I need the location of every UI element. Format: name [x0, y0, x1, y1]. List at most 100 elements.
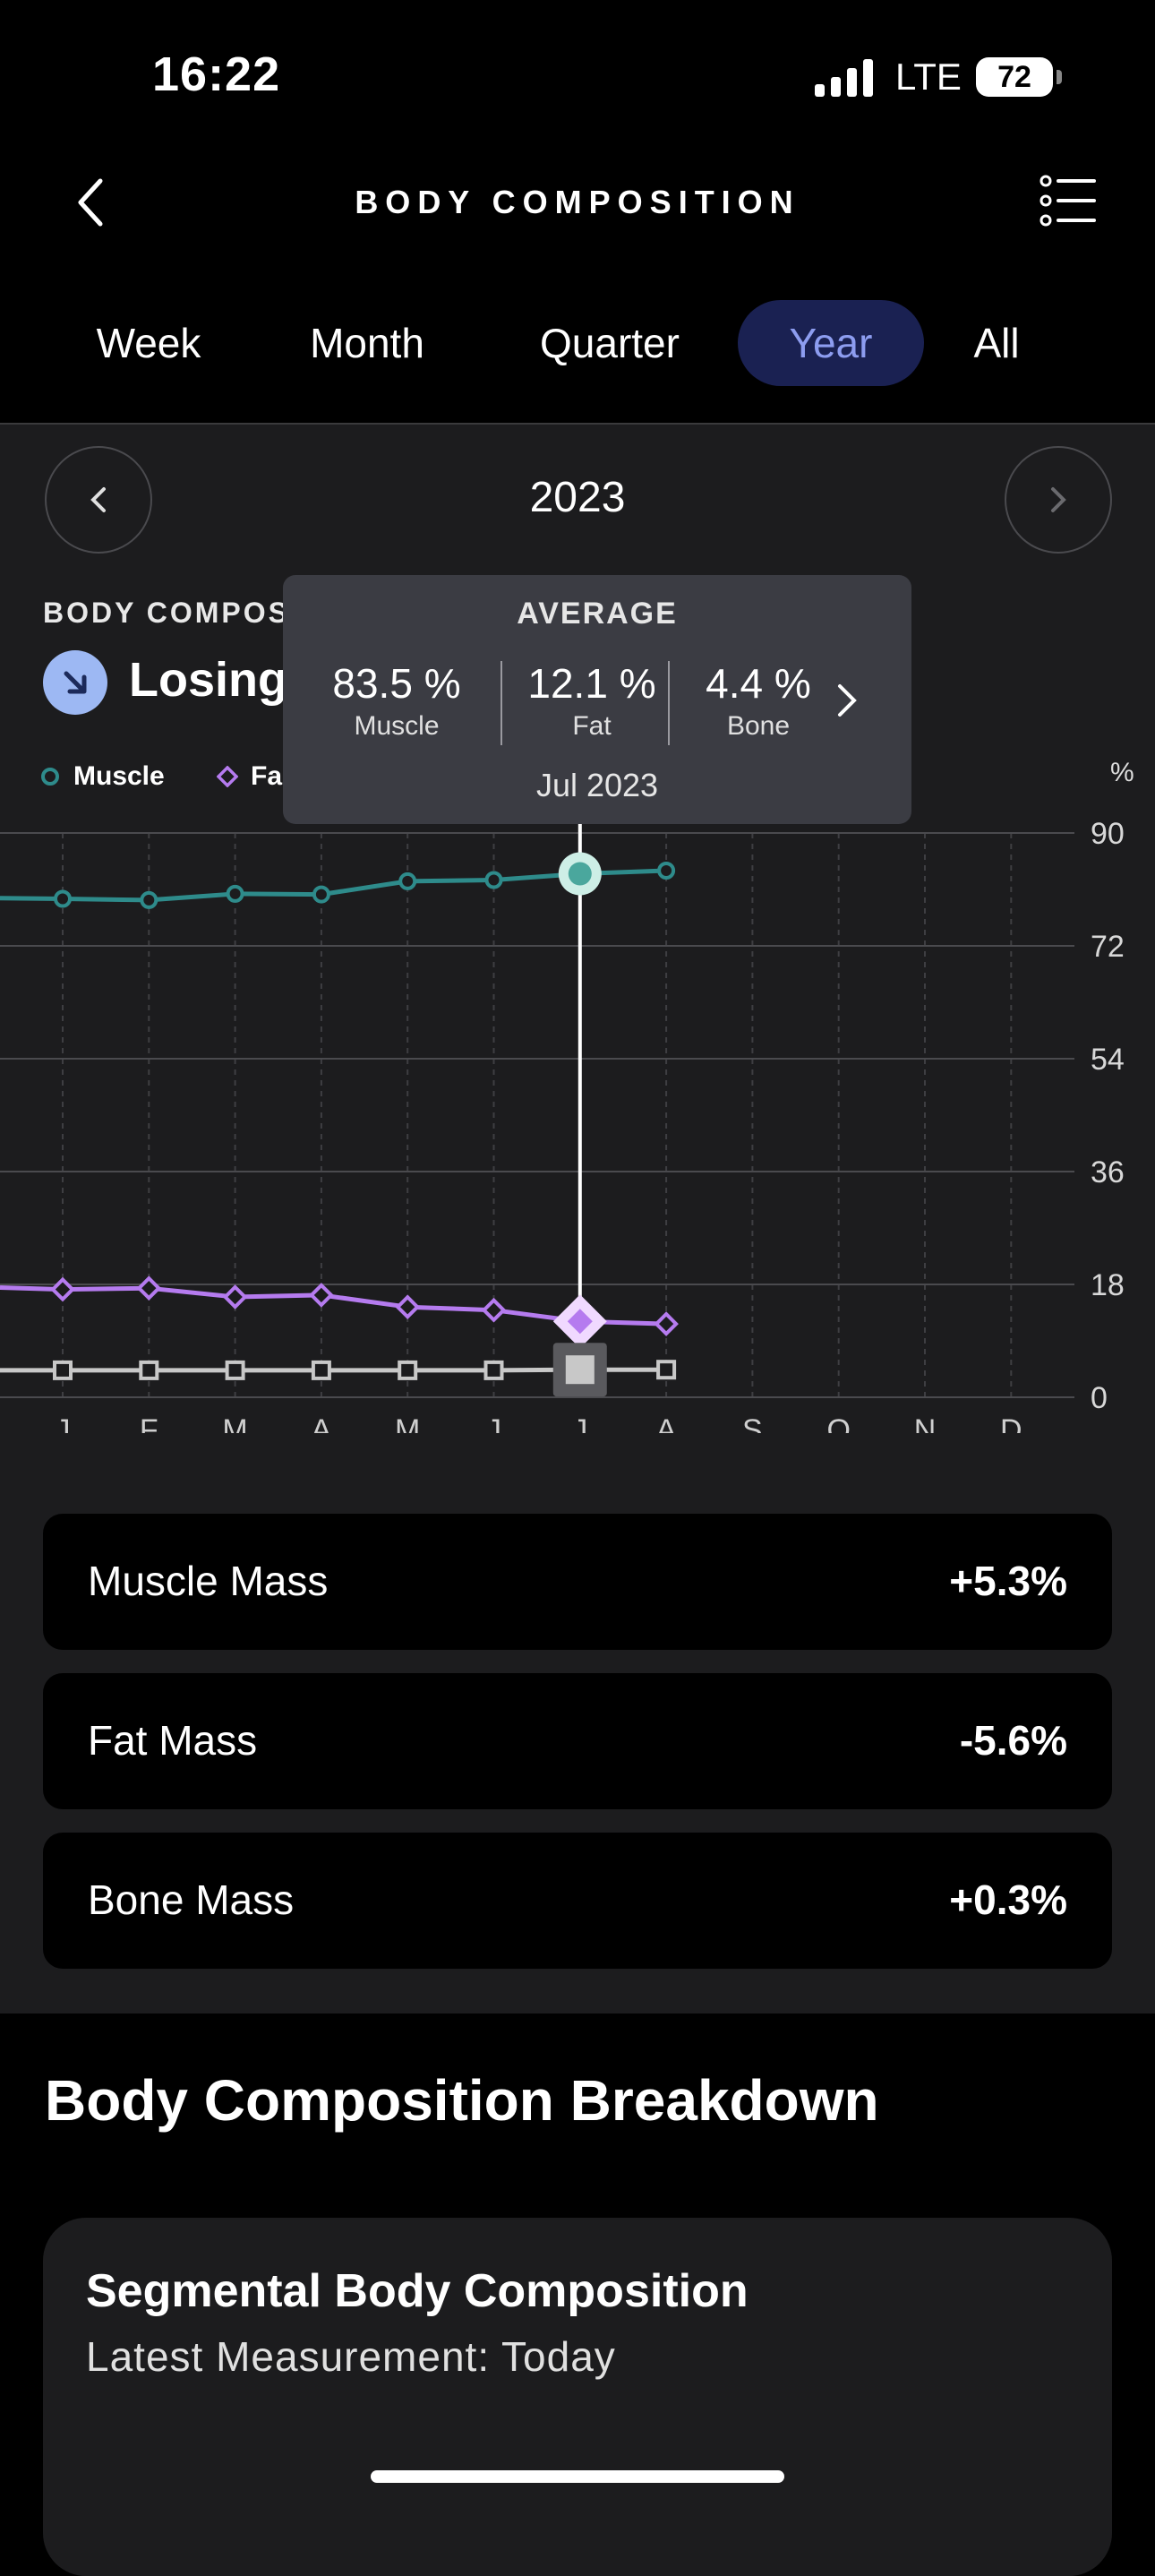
data-point-fat	[222, 1284, 248, 1309]
x-tick-label: O	[826, 1413, 850, 1433]
data-point-muscle	[398, 872, 417, 890]
back-button[interactable]	[64, 176, 118, 229]
arrow-down-right-icon	[64, 671, 87, 694]
battery-icon: 72	[976, 57, 1053, 97]
y-tick-label: 72	[1091, 930, 1125, 964]
stat-label: Muscle Mass	[88, 1558, 329, 1604]
page-title: BODY COMPOSITION	[355, 184, 800, 220]
stat-label: Bone Mass	[88, 1876, 295, 1923]
tooltip-bone-label: Bone	[726, 711, 791, 741]
legend-fat-marker	[217, 766, 238, 787]
battery-tip	[1057, 70, 1062, 84]
data-point-fat	[50, 1276, 75, 1302]
x-tick-label: F	[140, 1413, 158, 1433]
tab-week[interactable]: Week	[96, 320, 201, 366]
average-tooltip[interactable]: AVERAGE 83.5 % Muscle 12.1 % Fat 4.4 % B…	[283, 575, 911, 824]
data-point-bone	[225, 1360, 245, 1380]
data-point-muscle	[568, 862, 592, 886]
data-point-fat	[395, 1294, 421, 1320]
chevron-right-icon	[1051, 487, 1066, 512]
data-point-bone	[311, 1360, 331, 1380]
data-point-bone	[483, 1360, 504, 1380]
legend-muscle-marker	[41, 768, 59, 786]
tooltip-divider	[668, 661, 670, 745]
tab-month[interactable]: Month	[310, 320, 424, 366]
data-point-bone	[139, 1360, 159, 1380]
tooltip-bone-value: 4.4 %	[706, 660, 811, 707]
data-point-bone	[656, 1360, 677, 1380]
segmental-card-subtitle: Latest Measurement: Today	[86, 2333, 616, 2380]
tab-quarter[interactable]: Quarter	[540, 320, 680, 366]
stat-value: -5.6%	[959, 1717, 1067, 1764]
tab-all[interactable]: All	[973, 320, 1020, 366]
y-tick-label: 0	[1091, 1381, 1108, 1415]
data-point-muscle	[657, 862, 676, 880]
stat-label: Fat Mass	[88, 1717, 258, 1764]
tooltip-fat-label: Fat	[572, 711, 612, 741]
segmental-card-title: Segmental Body Composition	[86, 2265, 749, 2317]
section-label: BODY COMPOS	[43, 597, 290, 629]
chevron-left-icon	[90, 487, 106, 512]
data-point-muscle	[312, 885, 330, 904]
chevron-left-icon	[78, 178, 103, 227]
signal-strength-icon	[815, 57, 874, 97]
x-tick-label: M	[222, 1413, 247, 1433]
y-tick-label: 90	[1091, 817, 1125, 851]
x-tick-label: A	[312, 1413, 332, 1433]
tooltip-muscle-value: 83.5 %	[332, 660, 461, 707]
data-point-muscle	[226, 884, 244, 903]
stat-card-muscle[interactable]: Muscle Mass +5.3%	[43, 1514, 1112, 1650]
trend-indicator	[43, 650, 107, 715]
x-tick-label: A	[656, 1413, 677, 1433]
y-tick-label: 54	[1091, 1043, 1125, 1077]
network-type: LTE	[895, 56, 962, 98]
menu-button[interactable]	[1039, 172, 1096, 229]
trend-text: Losing	[129, 653, 287, 707]
tooltip-divider	[500, 661, 502, 745]
x-tick-label: S	[742, 1413, 763, 1433]
composition-chart[interactable]: 0 18 36 54 72 90 J F M A M J J A S O N D	[0, 806, 1155, 1433]
battery-level: 72	[997, 59, 1031, 94]
x-tick-label: J	[572, 1413, 587, 1433]
y-tick-label: 36	[1091, 1155, 1125, 1189]
next-period-button[interactable]	[1005, 446, 1112, 554]
segmental-card[interactable]: Segmental Body Composition Latest Measur…	[43, 2218, 1112, 2576]
breakdown-title: Body Composition Breakdown	[45, 2068, 879, 2133]
x-tick-label: D	[1000, 1413, 1022, 1433]
data-point-fat	[136, 1275, 162, 1301]
data-point-fat	[481, 1297, 507, 1323]
tooltip-title: AVERAGE	[517, 597, 678, 631]
x-tick-label: N	[914, 1413, 937, 1433]
data-point-fat	[654, 1311, 679, 1336]
legend-muscle: Muscle	[39, 761, 165, 792]
stat-value: +0.3%	[949, 1876, 1067, 1923]
data-point-muscle	[484, 871, 503, 889]
stat-value: +5.3%	[949, 1558, 1067, 1604]
chevron-right-icon	[838, 684, 857, 717]
period-label: 2023	[529, 474, 626, 521]
legend-fat-label: Fa	[251, 761, 283, 791]
stat-card-bone[interactable]: Bone Mass +0.3%	[43, 1833, 1112, 1969]
list-icon	[1040, 175, 1096, 227]
stat-card-fat[interactable]: Fat Mass -5.6%	[43, 1673, 1112, 1809]
tab-year[interactable]: Year	[738, 300, 924, 386]
data-point-fat	[309, 1283, 334, 1308]
data-point-muscle	[54, 889, 72, 908]
previous-period-button[interactable]	[45, 446, 152, 554]
tooltip-date: Jul 2023	[535, 767, 659, 803]
data-point-muscle	[140, 890, 158, 909]
x-tick-label: M	[395, 1413, 420, 1433]
legend-fat: Fa	[217, 761, 282, 792]
y-tick-label: 18	[1091, 1268, 1125, 1302]
tooltip-muscle-label: Muscle	[354, 711, 440, 741]
data-point-bone	[565, 1355, 595, 1385]
home-indicator[interactable]	[371, 2470, 784, 2483]
unit-label: %	[1110, 758, 1134, 787]
x-tick-label: J	[56, 1413, 71, 1433]
x-tick-label: J	[486, 1413, 501, 1433]
data-point-fat	[567, 1309, 593, 1335]
data-point-bone	[53, 1360, 73, 1380]
tooltip-fat-value: 12.1 %	[527, 660, 656, 707]
status-time: 16:22	[152, 47, 281, 101]
legend-muscle-label: Muscle	[73, 761, 165, 791]
